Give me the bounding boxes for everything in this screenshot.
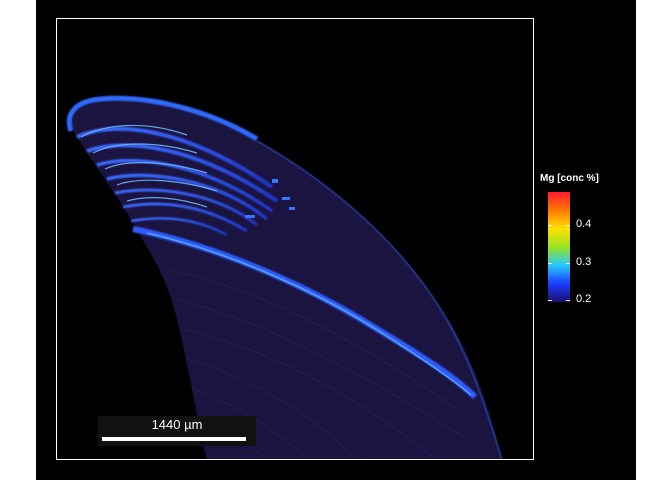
legend-tick-mark	[548, 225, 552, 226]
upper-rim	[67, 95, 259, 142]
color-scale-bar	[548, 192, 570, 302]
legend-tick-label: 0.4	[576, 218, 592, 230]
legend-tick-mark	[548, 263, 552, 264]
scale-bar-label: 1440 µm	[151, 417, 203, 432]
legend-tick-mark	[566, 300, 570, 301]
edge-flecks	[245, 179, 295, 218]
legend-tick-mark	[566, 263, 570, 264]
legend-title: Mg [conc %]	[540, 173, 599, 184]
mg-concentration-map	[67, 95, 503, 459]
legend-tick-label: 0.3	[576, 256, 592, 268]
mg-highlights	[80, 124, 218, 208]
scale-bar: 1440 µm	[98, 416, 256, 446]
legend-tick-mark	[566, 225, 570, 226]
legend-tick-label: 0.2	[576, 293, 592, 305]
legend-tick-mark	[548, 300, 552, 301]
scale-bar-line	[102, 437, 246, 441]
right-rim	[256, 140, 503, 459]
element-map-frame	[56, 18, 534, 460]
main-band-highlight	[146, 232, 472, 396]
growth-lines	[166, 268, 468, 459]
